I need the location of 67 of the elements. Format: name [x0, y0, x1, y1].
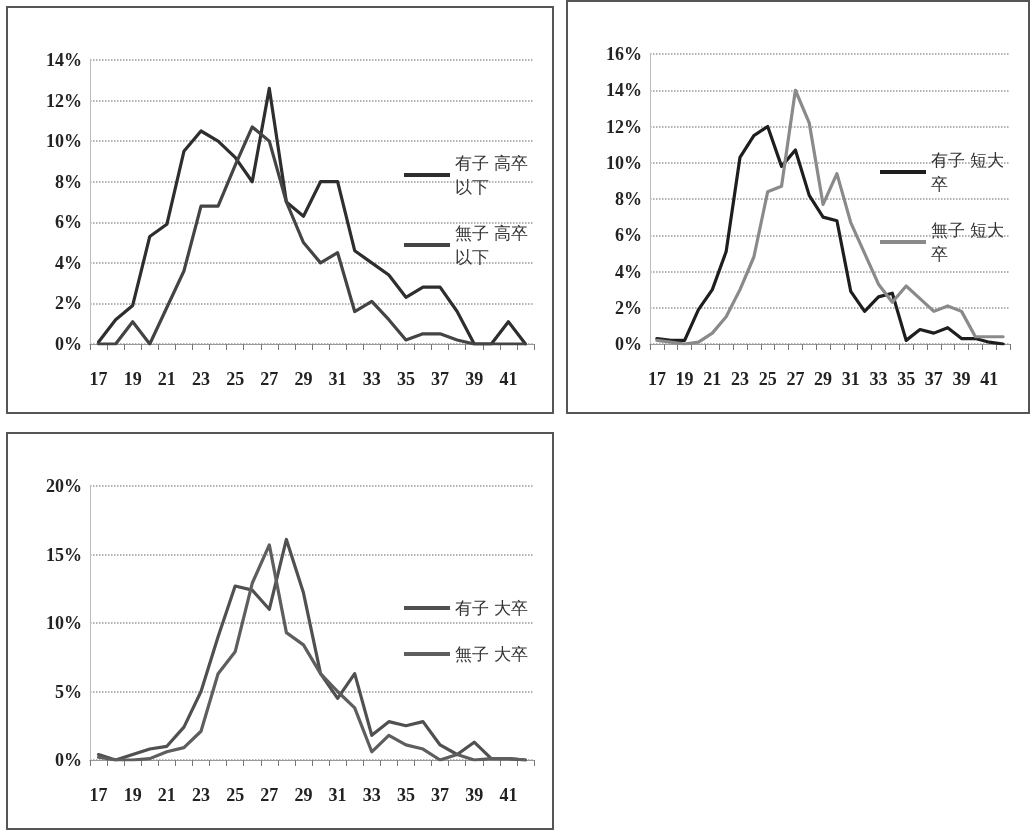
x-tick-label: 29 [294, 369, 313, 389]
x-tick-label: 39 [952, 369, 971, 389]
legend-label: 有子 大卒 [455, 598, 529, 618]
x-tick-label: 19 [675, 369, 694, 389]
x-tick-label: 41 [499, 785, 518, 805]
y-tick-label: 12% [46, 90, 82, 111]
y-tick-label: 12% [606, 116, 642, 137]
y-tick-label: 10% [46, 131, 82, 152]
y-tick-label: 2% [615, 297, 642, 318]
x-tick-label: 31 [328, 369, 347, 389]
y-tick-label: 10% [606, 152, 642, 173]
x-tick-label: 39 [465, 785, 484, 805]
x-tick-label: 21 [157, 369, 176, 389]
x-tick-label: 37 [924, 369, 943, 389]
x-tick-label: 25 [758, 369, 777, 389]
legend-label: 無子 短大卒 [931, 220, 1005, 264]
legend-label: 無子 大卒 [455, 644, 529, 664]
x-tick-label: 19 [123, 785, 142, 805]
y-tick-label: 15% [46, 544, 82, 565]
x-tick-label: 37 [431, 785, 450, 805]
x-tick-label: 23 [192, 369, 210, 389]
y-tick-label: 14% [46, 50, 82, 70]
y-tick-label: 0% [615, 334, 642, 354]
y-tick-label: 4% [615, 261, 642, 282]
x-tick-label: 23 [731, 369, 749, 389]
x-tick-label: 29 [814, 369, 833, 389]
y-tick-label: 2% [55, 293, 82, 314]
legend-label: 有子 短大卒 [931, 150, 1005, 194]
x-tick-label: 33 [362, 785, 381, 805]
x-tick-label: 17 [89, 369, 108, 389]
y-tick-label: 8% [615, 189, 642, 209]
y-tick-label: 10% [46, 613, 82, 633]
legend-label: 無子 高卒以下 [455, 223, 529, 267]
x-tick-label: 27 [260, 369, 279, 389]
x-tick-label: 25 [226, 785, 245, 805]
y-tick-label: 4% [55, 252, 82, 273]
x-tick-label: 41 [980, 369, 999, 389]
x-tick-label: 39 [465, 369, 484, 389]
y-tick-label: 16% [606, 44, 642, 64]
x-tick-label: 21 [703, 369, 722, 389]
x-tick-label: 35 [396, 369, 415, 389]
x-tick-label: 17 [647, 369, 666, 389]
x-tick-label: 21 [157, 785, 176, 805]
x-tick-label: 19 [123, 369, 142, 389]
x-tick-label: 33 [869, 369, 888, 389]
y-tick-label: 0% [55, 750, 82, 770]
x-tick-label: 35 [396, 785, 415, 805]
y-tick-label: 6% [615, 225, 642, 246]
x-tick-label: 41 [499, 369, 518, 389]
x-tick-label: 23 [192, 785, 210, 805]
y-tick-label: 8% [55, 171, 82, 192]
x-tick-label: 31 [328, 785, 347, 805]
legend-label: 有子 高卒以下 [455, 153, 529, 197]
x-tick-label: 25 [226, 369, 245, 389]
x-tick-label: 37 [431, 369, 450, 389]
y-tick-label: 0% [55, 334, 82, 354]
x-tick-label: 27 [786, 369, 805, 389]
y-tick-label: 14% [606, 80, 642, 101]
x-tick-label: 17 [89, 785, 108, 805]
y-tick-label: 5% [55, 681, 82, 702]
x-tick-label: 31 [841, 369, 860, 389]
x-tick-label: 27 [260, 785, 279, 805]
x-tick-label: 35 [897, 369, 916, 389]
y-tick-label: 20% [46, 476, 82, 496]
x-tick-label: 29 [294, 785, 313, 805]
x-tick-label: 33 [362, 369, 381, 389]
y-tick-label: 6% [55, 212, 82, 233]
